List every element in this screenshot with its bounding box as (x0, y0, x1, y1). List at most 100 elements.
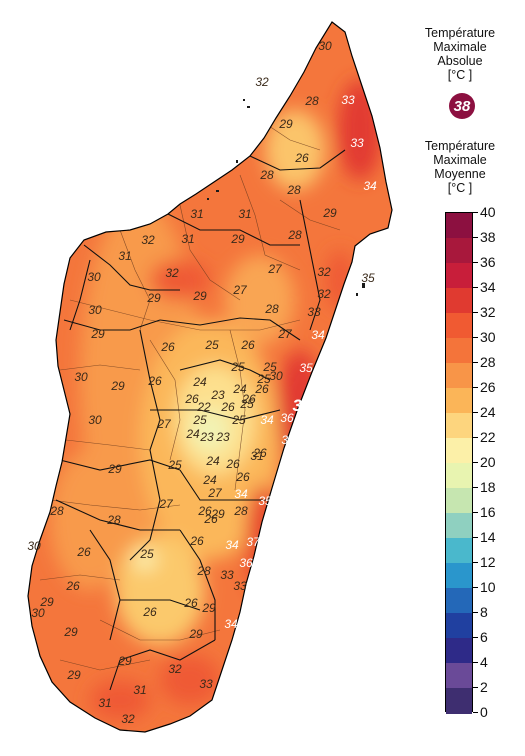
temperature-label: 23 (210, 388, 225, 402)
temperature-label: 26 (76, 545, 91, 559)
scale-tick-label: 14 (480, 529, 496, 545)
temperature-label: 29 (110, 379, 125, 393)
temperature-label: 29 (146, 291, 161, 305)
scale-tick-mark (473, 562, 478, 563)
temperature-label: 30 (88, 303, 102, 317)
temperature-label: 34 (260, 413, 274, 427)
temperature-label: 28 (106, 513, 121, 527)
temperature-label: 29 (188, 627, 203, 641)
temperature-label: 26 (240, 338, 255, 352)
temperature-label: 30 (27, 539, 41, 553)
temperature-label: 28 (287, 228, 302, 242)
temperature-label: 26 (184, 392, 199, 406)
temperature-label: 28 (49, 504, 64, 518)
temperature-label: 32 (317, 287, 331, 301)
scale-tick-label: 18 (480, 479, 496, 495)
scale-tick-mark (473, 587, 478, 588)
temperature-label: 31 (190, 207, 203, 221)
mean-title-line-4: [°C ] (447, 181, 473, 195)
temperature-label: 32 (255, 75, 269, 89)
temperature-label: 28 (286, 183, 301, 197)
temperature-label: 26 (203, 512, 218, 526)
temperature-label: 31 (181, 232, 194, 246)
temperature-label: 26 (254, 382, 269, 396)
temperature-label: 29 (90, 327, 105, 341)
scale-tick-label: 20 (480, 454, 496, 470)
scale-tick-label: 22 (480, 429, 496, 445)
temperature-label: 27 (207, 486, 223, 500)
temperature-label: 35 (258, 494, 272, 508)
islets (207, 99, 365, 296)
scale-tick-label: 26 (480, 379, 496, 395)
temperature-label: 30 (74, 370, 88, 384)
temperature-label: 33 (220, 568, 234, 582)
scale-tick-label: 36 (480, 254, 496, 270)
scale-tick-mark (473, 712, 478, 713)
temperature-label: 27 (267, 262, 283, 276)
mean-title-line-1: Température (424, 139, 496, 153)
temperature-label: 24 (192, 375, 207, 389)
color-scale-band (446, 438, 472, 464)
color-scale-band (446, 538, 472, 564)
temperature-label: 25 (230, 360, 245, 374)
temperature-label: 34 (311, 328, 325, 342)
scale-tick-mark (473, 287, 478, 288)
temperature-label: 26 (220, 400, 235, 414)
temperature-label: 26 (197, 504, 212, 518)
scale-tick-mark (473, 412, 478, 413)
temperature-label: 25 (239, 397, 254, 411)
scale-tick-mark (473, 487, 478, 488)
color-scale-bar (445, 212, 473, 714)
color-scale-band (446, 388, 472, 414)
temperature-label: 26 (160, 340, 175, 354)
temperature-label: 32 (121, 712, 135, 726)
temperature-label: 26 (189, 534, 204, 548)
temperature-label: 28 (264, 302, 279, 316)
temperature-label: 33 (199, 677, 213, 691)
temperature-label: 33 (233, 579, 247, 593)
temperature-label: 31 (118, 249, 131, 263)
temperature-label: 25 (256, 372, 271, 386)
district-borders (39, 119, 341, 671)
temperature-label: 24 (232, 382, 247, 396)
color-scale-band (446, 213, 472, 239)
temperature-label: 26 (241, 392, 256, 406)
temperature-label: 29 (210, 507, 225, 521)
scale-tick-label: 40 (480, 204, 496, 220)
color-scale-band (446, 513, 472, 539)
scale-tick-label: 10 (480, 579, 496, 595)
temperature-label: 32 (317, 265, 331, 279)
temperature-label: 35 (281, 433, 295, 447)
mean-legend-title: Température Maximale Moyenne [°C ] (405, 139, 515, 195)
temperature-label: 24 (202, 473, 217, 487)
temperature-labels: 30 32 28 33 29 33 26 28 34 28 29 31 31 32 31 29 28 31 30 32… (27, 39, 377, 726)
temperature-label: 32 (141, 233, 155, 247)
temperature-label: 35 (299, 361, 313, 375)
scale-tick-mark (473, 387, 478, 388)
scale-tick-label: 32 (480, 304, 496, 320)
color-scale-band (446, 488, 472, 514)
temperature-label: 36 (280, 411, 294, 425)
temperature-label: 26 (65, 579, 80, 593)
temperature-label: 25 (262, 360, 277, 374)
scale-tick-label: 4 (480, 654, 488, 670)
scale-tick-label: 34 (480, 279, 496, 295)
scale-tick-mark (473, 237, 478, 238)
temperature-label: 23 (215, 430, 230, 444)
color-scale-band (446, 413, 472, 439)
color-scale-band (446, 463, 472, 489)
color-scale-band (446, 563, 472, 589)
temperature-label: 27 (277, 327, 293, 341)
temperature-label: 33 (307, 305, 321, 319)
scale-tick-label: 8 (480, 604, 488, 620)
temperature-label: 29 (107, 462, 122, 476)
color-scale-band (446, 688, 472, 714)
temperature-label: 26 (235, 470, 250, 484)
temperature-label: 22 (196, 400, 211, 414)
abs-title-line-2: Maximale (433, 40, 487, 54)
temperature-label: 29 (66, 668, 81, 682)
temperature-label: 29 (278, 117, 293, 131)
temperature-label: 26 (252, 446, 267, 460)
temperature-label: 32 (168, 662, 182, 676)
